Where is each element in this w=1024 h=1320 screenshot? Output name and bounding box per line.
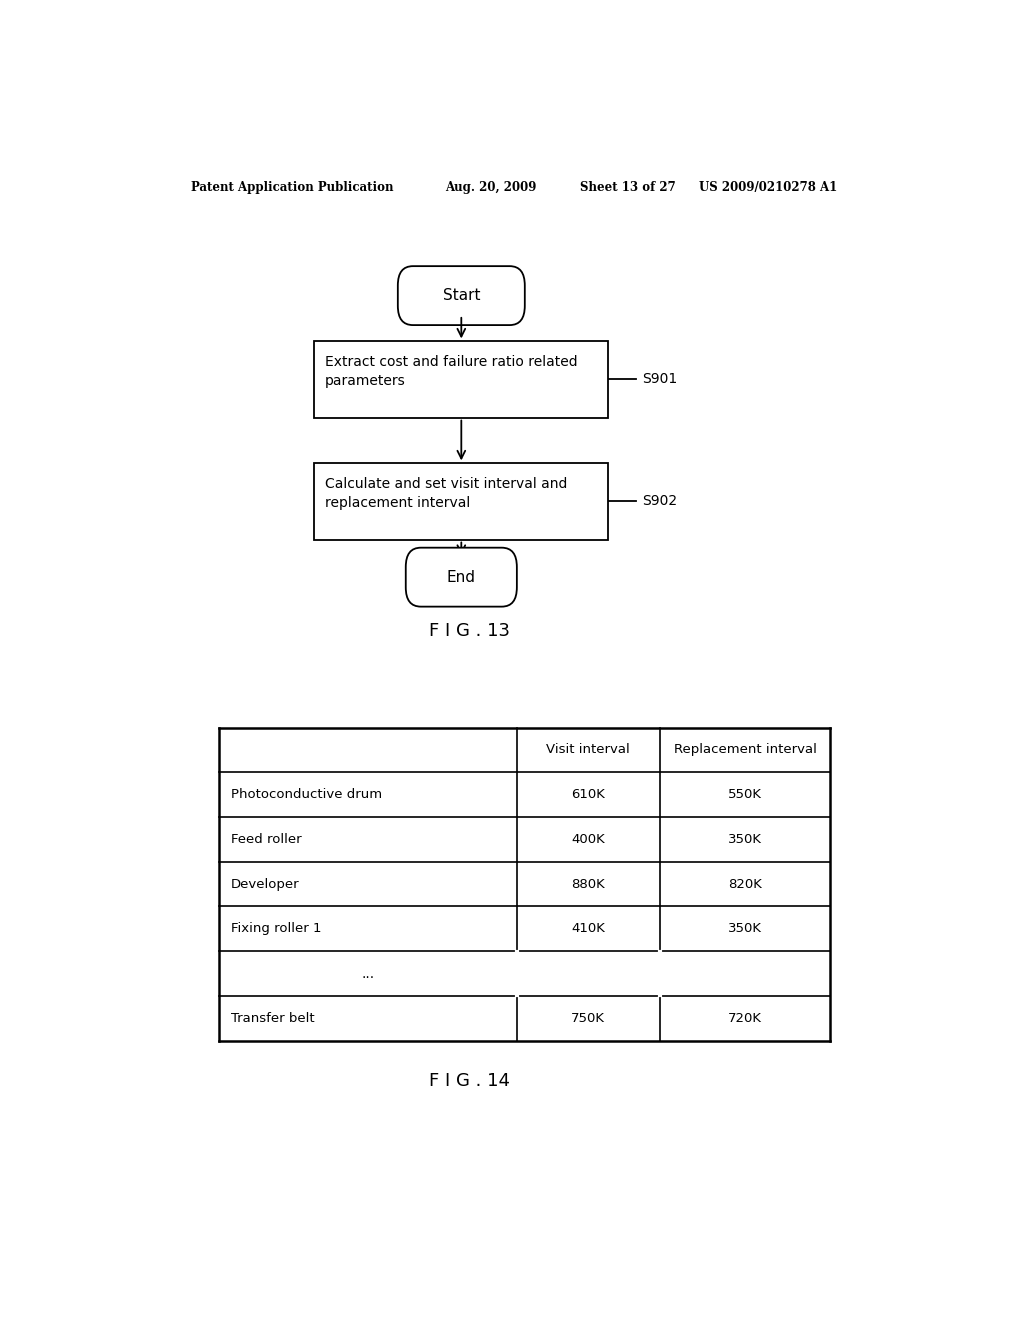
FancyBboxPatch shape (406, 548, 517, 607)
Text: S901: S901 (642, 372, 678, 387)
Text: F I G . 13: F I G . 13 (429, 622, 510, 640)
Text: 350K: 350K (728, 833, 762, 846)
Text: Transfer belt: Transfer belt (231, 1011, 314, 1024)
Text: 820K: 820K (728, 878, 762, 891)
Text: 720K: 720K (728, 1011, 762, 1024)
Text: S902: S902 (642, 495, 678, 508)
Text: 750K: 750K (571, 1011, 605, 1024)
Text: 550K: 550K (728, 788, 762, 801)
Text: 350K: 350K (728, 923, 762, 936)
Text: 400K: 400K (571, 833, 605, 846)
Text: Aug. 20, 2009: Aug. 20, 2009 (445, 181, 537, 194)
Text: 410K: 410K (571, 923, 605, 936)
Text: End: End (446, 570, 476, 585)
Text: US 2009/0210278 A1: US 2009/0210278 A1 (699, 181, 838, 194)
Text: Developer: Developer (231, 878, 300, 891)
Text: Patent Application Publication: Patent Application Publication (191, 181, 394, 194)
Text: Start: Start (442, 288, 480, 304)
Text: 880K: 880K (571, 878, 605, 891)
Text: 610K: 610K (571, 788, 605, 801)
FancyBboxPatch shape (397, 267, 524, 325)
Text: Sheet 13 of 27: Sheet 13 of 27 (581, 181, 676, 194)
Text: Calculate and set visit interval and
replacement interval: Calculate and set visit interval and rep… (325, 477, 567, 510)
Text: Visit interval: Visit interval (547, 743, 630, 756)
Text: Replacement interval: Replacement interval (674, 743, 816, 756)
Text: F I G . 14: F I G . 14 (429, 1072, 510, 1090)
FancyBboxPatch shape (314, 463, 608, 540)
Text: Photoconductive drum: Photoconductive drum (231, 788, 382, 801)
Text: Fixing roller 1: Fixing roller 1 (231, 923, 322, 936)
Text: Feed roller: Feed roller (231, 833, 302, 846)
Text: ...: ... (361, 966, 375, 981)
FancyBboxPatch shape (314, 342, 608, 417)
Text: Extract cost and failure ratio related
parameters: Extract cost and failure ratio related p… (325, 355, 578, 388)
